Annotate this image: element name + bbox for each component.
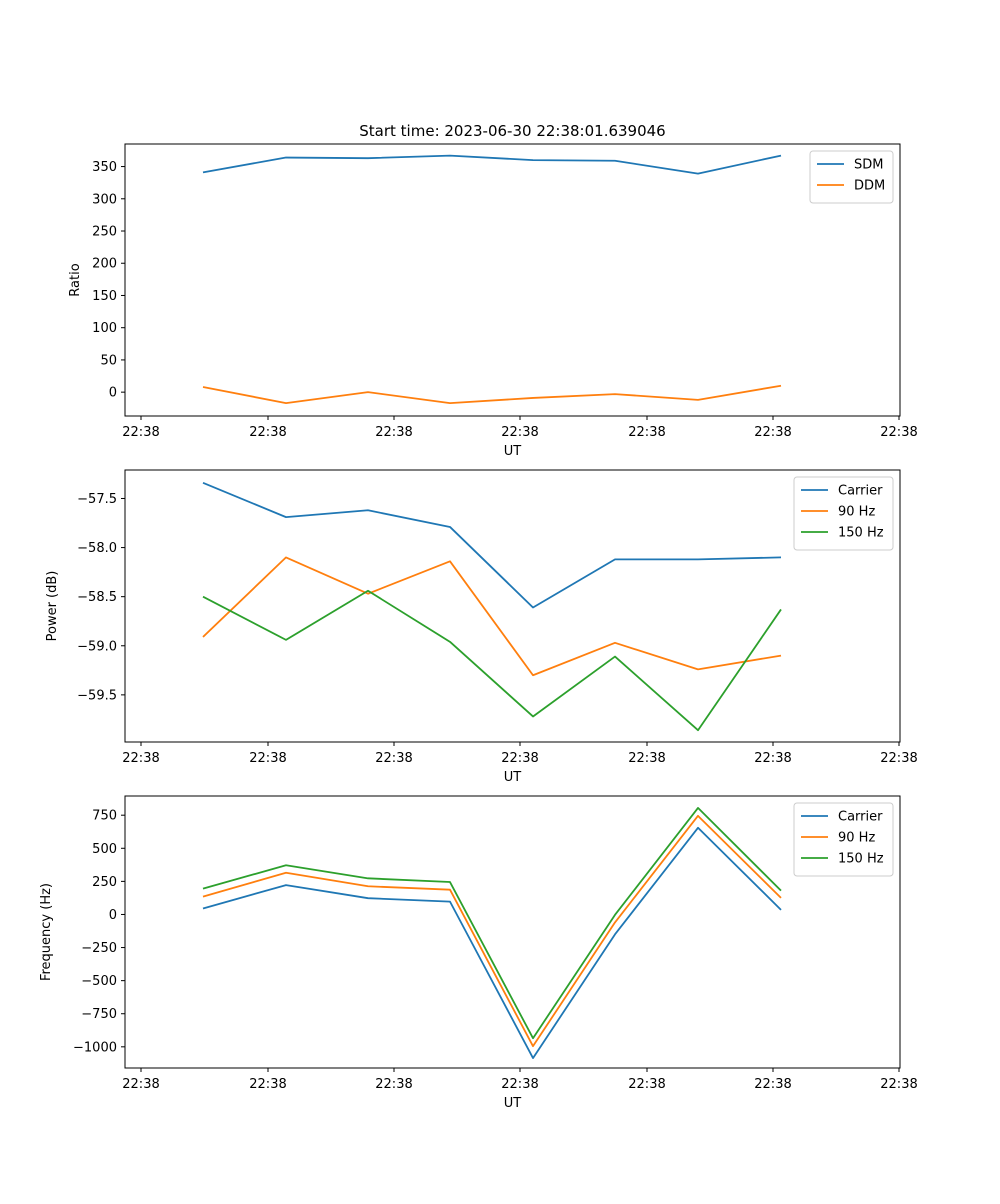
y-tick-label: 250	[92, 225, 117, 240]
y-tick-label: 100	[92, 321, 117, 336]
x-axis-label: UT	[504, 1096, 522, 1111]
y-axis-label: Power (dB)	[45, 571, 60, 642]
y-tick-label: 150	[92, 289, 117, 304]
legend-label: SDM	[854, 158, 883, 173]
legend-label: 150 Hz	[838, 526, 884, 541]
y-tick-label: −59.0	[77, 639, 117, 654]
y-tick-label: 750	[92, 809, 117, 824]
axes-frame	[124, 469, 901, 743]
y-tick-label: −58.5	[77, 590, 117, 605]
legend-label: 90 Hz	[838, 831, 875, 846]
legend-label: Carrier	[838, 810, 883, 825]
series-line-150-hz	[202, 807, 782, 1040]
legend-label: DDM	[854, 179, 885, 194]
x-tick-label: 22:38	[880, 425, 917, 440]
y-axis-label: Ratio	[68, 263, 83, 296]
x-tick-label: 22:38	[249, 425, 286, 440]
chart-panel-3: 750 500 250 0 −250 −500 −750 −1000 22:38 22:38 22:…	[39, 795, 918, 1111]
series-line-carrier	[202, 481, 782, 609]
x-tick-label: 22:38	[375, 1077, 412, 1092]
legend: Carrier 90 Hz 150 Hz	[793, 802, 894, 877]
y-tick-label: −58.0	[77, 541, 117, 556]
y-tick-label: 200	[92, 257, 117, 272]
y-tick-label: 0	[109, 908, 117, 923]
series-line-ddm	[202, 384, 782, 405]
x-axis-label: UT	[504, 444, 522, 459]
legend: Carrier 90 Hz 150 Hz	[793, 476, 894, 551]
y-axis-label: Frequency (Hz)	[39, 883, 54, 981]
y-tick-label: 50	[100, 353, 117, 368]
x-tick-label: 22:38	[880, 1077, 917, 1092]
series-line-90-hz	[202, 556, 782, 677]
x-tick-label: 22:38	[628, 1077, 665, 1092]
series-line-carrier	[202, 826, 782, 1059]
y-tick-label: −750	[81, 1007, 117, 1022]
x-tick-label: 22:38	[249, 751, 286, 766]
x-tick-label: 22:38	[375, 425, 412, 440]
x-tick-label: 22:38	[122, 751, 159, 766]
y-tick-label: 500	[92, 842, 117, 857]
chart-panel-1: 0 50 100 150 200 250 300 350 22:38 22:38 22:38 22:3…	[68, 122, 918, 459]
x-tick-label: 22:38	[628, 425, 665, 440]
x-tick-label: 22:38	[501, 1077, 538, 1092]
x-tick-label: 22:38	[122, 425, 159, 440]
x-tick-label: 22:38	[628, 751, 665, 766]
series-line-sdm	[202, 154, 782, 175]
y-tick-label: 350	[92, 160, 117, 175]
series-line-90-hz	[202, 814, 782, 1048]
chart-title: Start time: 2023-06-30 22:38:01.639046	[359, 122, 665, 140]
legend: SDM DDM	[809, 150, 894, 204]
x-tick-label: 22:38	[501, 751, 538, 766]
y-tick-label: −500	[81, 974, 117, 989]
series-line-150-hz	[202, 589, 782, 732]
y-tick-label: −1000	[73, 1040, 117, 1055]
y-tick-label: −57.5	[77, 492, 117, 507]
x-tick-label: 22:38	[754, 425, 791, 440]
y-tick-label: −59.5	[77, 688, 117, 703]
x-tick-label: 22:38	[249, 1077, 286, 1092]
y-tick-label: 0	[109, 386, 117, 401]
legend-label: Carrier	[838, 484, 883, 499]
axes-frame	[124, 143, 901, 417]
legend-label: 90 Hz	[838, 505, 875, 520]
legend-label: 150 Hz	[838, 852, 884, 867]
chart-panel-2: −57.5 −58.0 −58.5 −59.0 −59.5 22:38 22:38 22:38…	[45, 469, 918, 785]
x-tick-label: 22:38	[754, 1077, 791, 1092]
x-tick-label: 22:38	[375, 751, 412, 766]
y-tick-label: −250	[81, 941, 117, 956]
x-tick-label: 22:38	[501, 425, 538, 440]
x-axis-label: UT	[504, 770, 522, 785]
y-tick-label: 250	[92, 875, 117, 890]
x-tick-label: 22:38	[122, 1077, 159, 1092]
x-tick-label: 22:38	[754, 751, 791, 766]
axes-frame	[124, 795, 901, 1069]
y-tick-label: 300	[92, 192, 117, 207]
x-tick-label: 22:38	[880, 751, 917, 766]
